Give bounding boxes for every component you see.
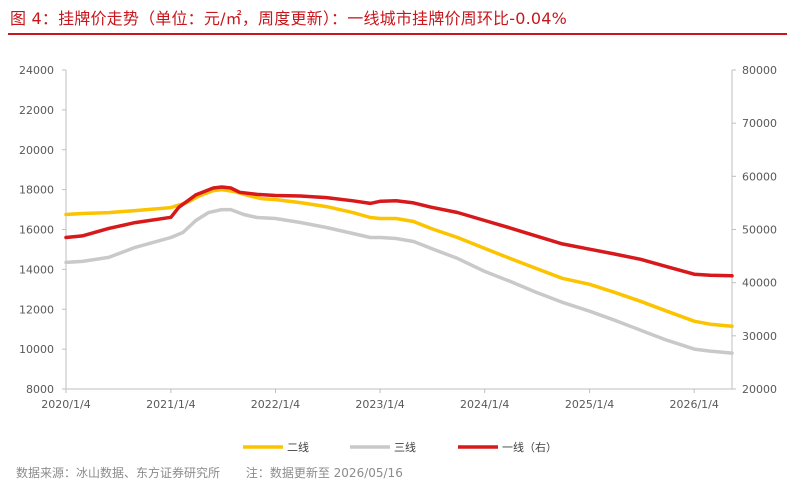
y-left-tick-label: 12000 <box>19 303 54 316</box>
y-right-tick-label: 70000 <box>742 117 777 130</box>
y-right-tick-label: 50000 <box>742 224 777 237</box>
legend-tier1-label: 一线（右） <box>502 440 557 454</box>
y-right-tick-label: 60000 <box>742 170 777 183</box>
y-right-tick-label: 40000 <box>742 277 777 290</box>
x-tick-label: 2022/1/4 <box>251 398 300 411</box>
y-left-tick-label: 20000 <box>19 144 54 157</box>
y-right-tick-label: 20000 <box>742 383 777 396</box>
y-left-tick-label: 10000 <box>19 343 54 356</box>
y-right-tick-label: 30000 <box>742 330 777 343</box>
x-tick-label: 2020/1/4 <box>41 398 90 411</box>
legend-tier2-label: 二线 <box>287 440 309 454</box>
y-left-tick-label: 24000 <box>19 64 54 77</box>
source-footnote: 数据来源：冰山数据、东方证券研究所 注：数据更新至 2026/05/16 <box>16 464 403 481</box>
y-left-tick-label: 16000 <box>19 224 54 237</box>
title-divider <box>8 33 787 35</box>
y-right-tick-label: 80000 <box>742 64 777 77</box>
series-line-tier1 <box>64 185 734 278</box>
y-left-tick-label: 18000 <box>19 184 54 197</box>
figure-title: 图 4：挂牌价走势（单位：元/㎡，周度更新）：一线城市挂牌价周环比-0.04% <box>10 9 568 28</box>
x-tick-label: 2026/1/4 <box>669 398 718 411</box>
y-left-tick-label: 22000 <box>19 104 54 117</box>
source-text: 数据来源：冰山数据、东方证券研究所 <box>16 466 221 480</box>
y-left-tick-label: 14000 <box>19 263 54 276</box>
update-note: 注：数据更新至 2026/05/16 <box>245 466 403 480</box>
legend-tier3-label: 三线 <box>394 440 416 454</box>
y-left-tick-label: 8000 <box>26 383 54 396</box>
x-tick-label: 2021/1/4 <box>146 398 195 411</box>
x-tick-label: 2025/1/4 <box>565 398 614 411</box>
series-line-tier3 <box>64 207 734 355</box>
x-tick-label: 2024/1/4 <box>460 398 509 411</box>
x-tick-label: 2023/1/4 <box>355 398 404 411</box>
